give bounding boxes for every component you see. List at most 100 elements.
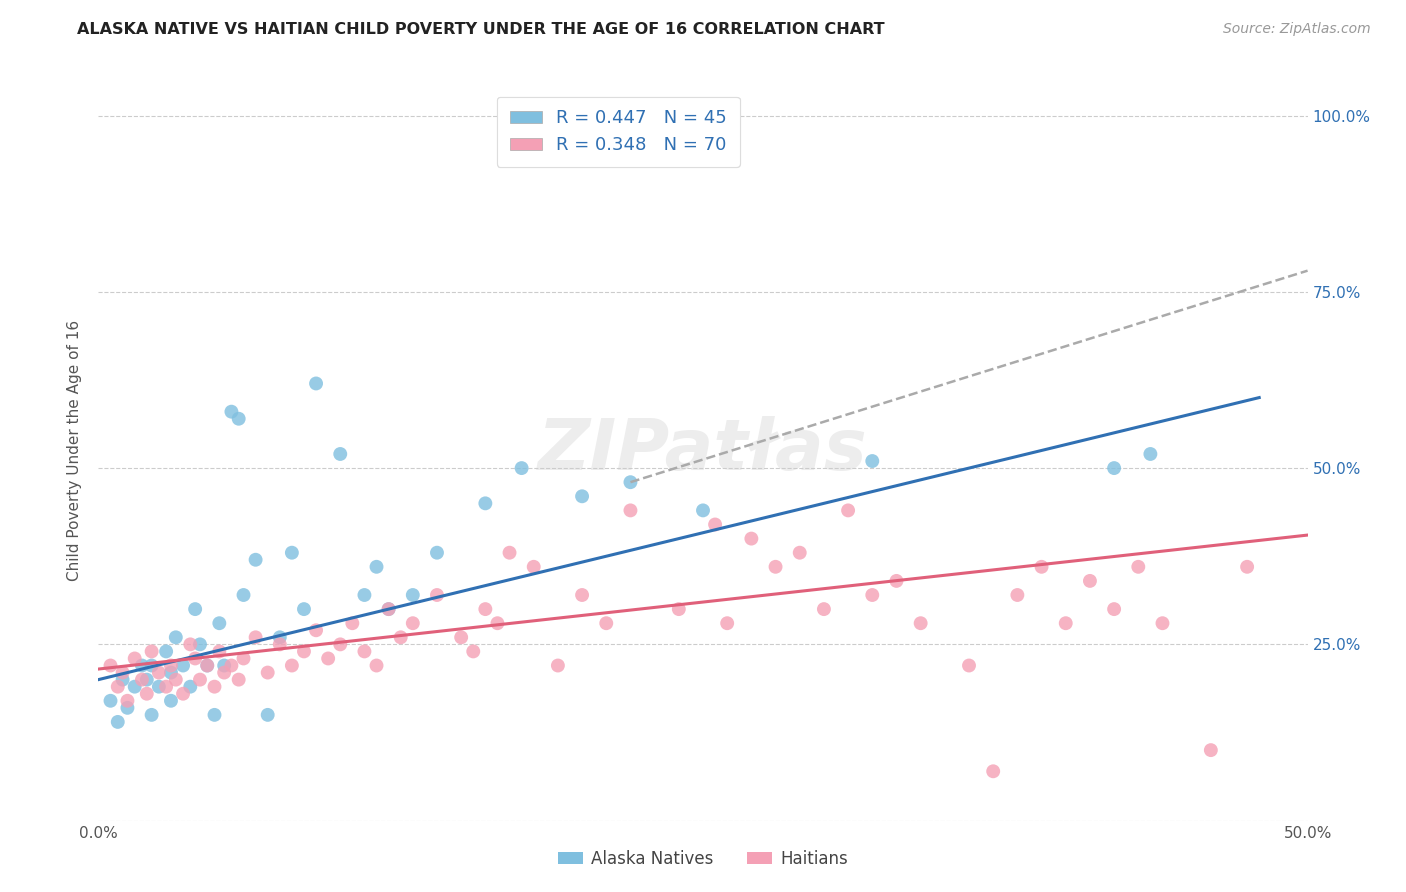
Point (292, 644, 315, 658)
Point (232, 651, 254, 665)
Point (107, 714, 129, 729)
Point (155, 644, 177, 658)
Point (165, 673, 187, 687)
Point (389, 630, 412, 644)
Point (208, 616, 231, 631)
Point (111, 665, 134, 680)
Point (195, 658, 218, 673)
Point (402, 588, 425, 602)
Point (716, 616, 738, 631)
Point (135, 687, 157, 701)
Point (426, 588, 449, 602)
Point (269, 637, 291, 651)
Point (188, 637, 211, 651)
Point (172, 687, 194, 701)
Point (619, 503, 641, 517)
Point (316, 651, 339, 665)
Text: ALASKA NATIVE VS HAITIAN CHILD POVERTY UNDER THE AGE OF 16 CORRELATION CHART: ALASKA NATIVE VS HAITIAN CHILD POVERTY U… (77, 22, 884, 37)
Point (160, 694, 183, 708)
Point (1054, 616, 1077, 631)
Point (813, 602, 835, 616)
Y-axis label: Child Poverty Under the Age of 16: Child Poverty Under the Age of 16 (67, 320, 83, 581)
Point (510, 461, 533, 475)
Point (179, 680, 201, 694)
Point (204, 680, 226, 694)
Point (366, 658, 388, 673)
Point (547, 658, 569, 673)
Point (165, 630, 187, 644)
Point (377, 602, 399, 616)
Point (740, 532, 762, 546)
Point (957, 658, 980, 673)
Point (100, 694, 122, 708)
Point (1139, 447, 1161, 461)
Point (195, 658, 218, 673)
Legend: Alaska Natives, Haitians: Alaska Natives, Haitians (551, 844, 855, 875)
Text: ZIPatłas: ZIPatłas (538, 416, 868, 485)
Point (281, 546, 304, 560)
Point (765, 559, 787, 574)
Point (107, 680, 129, 694)
Point (184, 651, 207, 665)
Point (1199, 743, 1222, 757)
Point (245, 630, 267, 644)
Point (426, 546, 449, 560)
Point (305, 624, 328, 638)
Point (148, 665, 170, 680)
Point (111, 673, 134, 687)
Point (1152, 616, 1174, 631)
Point (463, 644, 485, 658)
Point (342, 616, 364, 631)
Point (117, 701, 139, 715)
Point (141, 707, 163, 722)
Point (1031, 559, 1053, 574)
Point (366, 559, 388, 574)
Point (377, 602, 399, 616)
Point (353, 644, 375, 658)
Point (498, 546, 520, 560)
Point (131, 658, 153, 673)
Point (117, 694, 139, 708)
Point (232, 588, 254, 602)
Legend: R = 0.447   N = 45, R = 0.348   N = 70: R = 0.447 N = 45, R = 0.348 N = 70 (496, 96, 740, 167)
Point (141, 658, 163, 673)
Point (204, 707, 226, 722)
Point (245, 553, 267, 567)
Point (184, 602, 207, 616)
Point (160, 665, 183, 680)
Point (179, 637, 201, 651)
Point (135, 673, 157, 687)
Point (1102, 602, 1125, 616)
Point (124, 680, 146, 694)
Point (402, 616, 425, 631)
Point (228, 673, 250, 687)
Point (100, 658, 122, 673)
Point (305, 376, 328, 391)
Point (619, 475, 641, 490)
Point (837, 503, 859, 517)
Point (212, 658, 235, 673)
Point (860, 454, 883, 468)
Point (692, 503, 714, 517)
Point (981, 764, 1004, 779)
Point (124, 651, 146, 665)
Point (172, 658, 194, 673)
Point (148, 680, 170, 694)
Point (668, 602, 690, 616)
Point (269, 630, 291, 644)
Point (1078, 574, 1101, 588)
Point (256, 665, 278, 680)
Point (141, 644, 163, 658)
Point (131, 673, 153, 687)
Point (1236, 559, 1258, 574)
Point (450, 630, 472, 644)
Point (188, 673, 211, 687)
Point (474, 602, 496, 616)
Point (860, 588, 883, 602)
Point (571, 489, 593, 503)
Point (292, 602, 315, 616)
Point (256, 707, 278, 722)
Point (789, 546, 811, 560)
Point (1102, 461, 1125, 475)
Point (486, 616, 509, 631)
